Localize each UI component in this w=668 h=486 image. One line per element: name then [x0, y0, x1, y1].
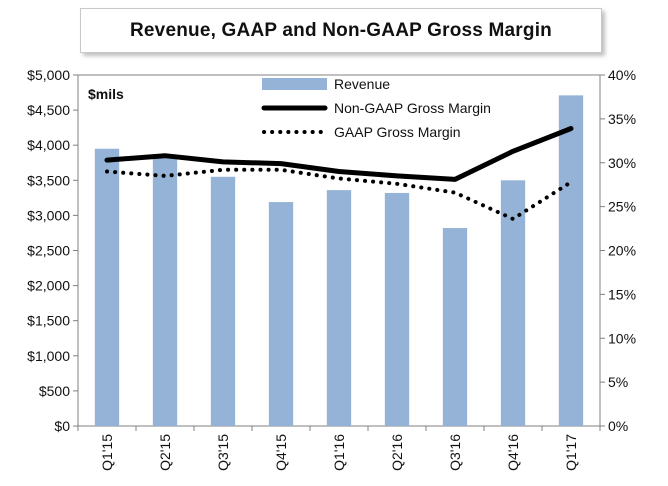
left-axis-tick-label: $0	[54, 418, 70, 434]
revenue-bar	[268, 202, 294, 426]
revenue-bar	[210, 176, 236, 426]
legend-label: Non-GAAP Gross Margin	[334, 100, 491, 116]
right-axis-tick-label: 40%	[608, 67, 636, 83]
chart-title: Revenue, GAAP and Non-GAAP Gross Margin	[129, 19, 552, 41]
x-axis-tick-label: Q3'16	[447, 434, 463, 471]
x-axis-tick-label: Q1'17	[563, 434, 579, 471]
chart-title-box: Revenue, GAAP and Non-GAAP Gross Margin	[80, 8, 602, 53]
x-axis-tick-label: Q4'15	[273, 434, 289, 471]
x-axis-tick-label: Q1'16	[331, 434, 347, 471]
left-axis-tick-label: $4,000	[27, 137, 70, 153]
right-axis-tick-label: 0%	[608, 418, 628, 434]
revenue-bar	[558, 95, 584, 426]
x-axis-tick-label: Q2'16	[389, 434, 405, 471]
gaap-gross-margin-line	[105, 167, 573, 221]
left-axis-tick-label: $500	[39, 383, 70, 399]
left-axis-tick-label: $2,500	[27, 243, 70, 259]
right-axis-tick-label: 20%	[608, 243, 636, 259]
non-gaap-gross-margin-line	[104, 126, 574, 182]
left-axis-tick-label: $1,500	[27, 313, 70, 329]
left-axis-tick-label: $3,500	[27, 172, 70, 188]
legend-label: GAAP Gross Margin	[334, 124, 461, 140]
revenue-bar	[384, 192, 410, 426]
right-axis-tick-label: 25%	[608, 199, 636, 215]
right-axis-tick-label: 35%	[608, 111, 636, 127]
right-axis-tick-label: 15%	[608, 286, 636, 302]
revenue-bar	[442, 228, 468, 426]
unit-label: $mils	[88, 86, 124, 102]
revenue-bar	[500, 180, 526, 426]
revenue-bar	[326, 190, 352, 426]
right-axis-tick-label: 10%	[608, 330, 636, 346]
x-axis-tick-label: Q3'15	[215, 434, 231, 471]
left-axis-tick-label: $5,000	[27, 67, 70, 83]
legend-label: Revenue	[334, 76, 390, 92]
left-axis-tick-label: $3,000	[27, 207, 70, 223]
right-axis-tick-label: 30%	[608, 155, 636, 171]
left-axis-tick-label: $1,000	[27, 348, 70, 364]
right-axis-tick-label: 5%	[608, 374, 628, 390]
x-axis-tick-label: Q2'15	[157, 434, 173, 471]
legend-swatch-revenue	[262, 78, 327, 90]
revenue-bar	[94, 148, 120, 426]
left-axis-tick-label: $2,000	[27, 278, 70, 294]
x-axis-tick-label: Q1'15	[99, 434, 115, 471]
x-axis-tick-label: Q4'16	[505, 434, 521, 471]
revenue-bar	[152, 157, 178, 426]
left-axis-tick-label: $4,500	[27, 102, 70, 118]
